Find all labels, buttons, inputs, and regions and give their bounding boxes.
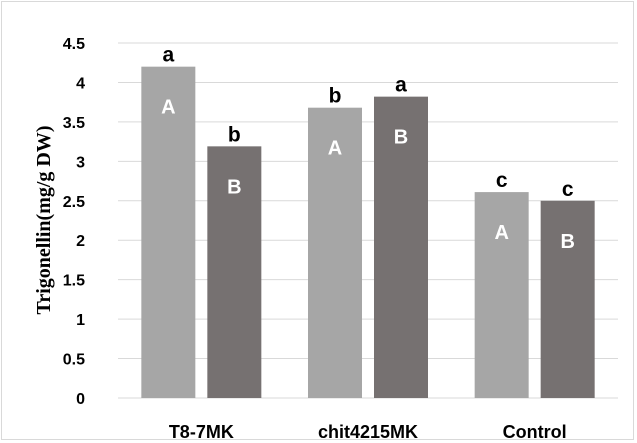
y-tick-label: 4.5	[63, 36, 85, 53]
series-letter-label: A	[328, 138, 342, 160]
series-letter-label: A	[161, 97, 175, 119]
bar-labels: a Ab Bb Aa Bc Ac B	[161, 44, 575, 253]
bar	[141, 66, 196, 399]
bar	[374, 96, 428, 399]
bar	[207, 146, 262, 398]
y-tick-label: 2.5	[63, 194, 85, 211]
series-letter-label: B	[394, 127, 408, 149]
y-tick-label: 0	[76, 391, 85, 408]
y-axis-ticks: 0 0.5 1 1.5 2 2.5 3 3.5 4 4.5	[63, 36, 85, 408]
x-axis-categories: T8-7MK chit4215MK Control	[169, 422, 567, 442]
significance-label: c	[496, 169, 508, 192]
bar	[474, 192, 529, 398]
x-category-label: T8-7MK	[169, 422, 234, 442]
significance-label: a	[162, 44, 174, 67]
x-category-label: chit4215MK	[318, 422, 418, 442]
y-tick-label: 3	[76, 154, 85, 171]
y-tick-label: 3.5	[63, 115, 85, 132]
y-tick-label: 1	[76, 312, 85, 329]
series-letter-label: B	[227, 176, 241, 198]
bar	[308, 107, 362, 398]
y-tick-label: 1.5	[63, 273, 85, 290]
series-letter-label: B	[560, 231, 574, 253]
significance-label: b	[329, 85, 342, 108]
y-tick-label: 4	[76, 75, 85, 92]
bar	[540, 200, 595, 398]
significance-label: a	[395, 74, 407, 97]
y-axis-title: Trigonellin(mg/g DW)	[33, 125, 55, 314]
x-category-label: Control	[503, 422, 567, 442]
y-tick-label: 2	[76, 233, 85, 250]
gridlines	[118, 42, 618, 399]
y-tick-label: 0.5	[63, 352, 85, 369]
significance-label: b	[228, 123, 241, 146]
significance-label: c	[562, 178, 574, 201]
series-letter-label: A	[494, 222, 508, 244]
bars	[141, 66, 595, 399]
